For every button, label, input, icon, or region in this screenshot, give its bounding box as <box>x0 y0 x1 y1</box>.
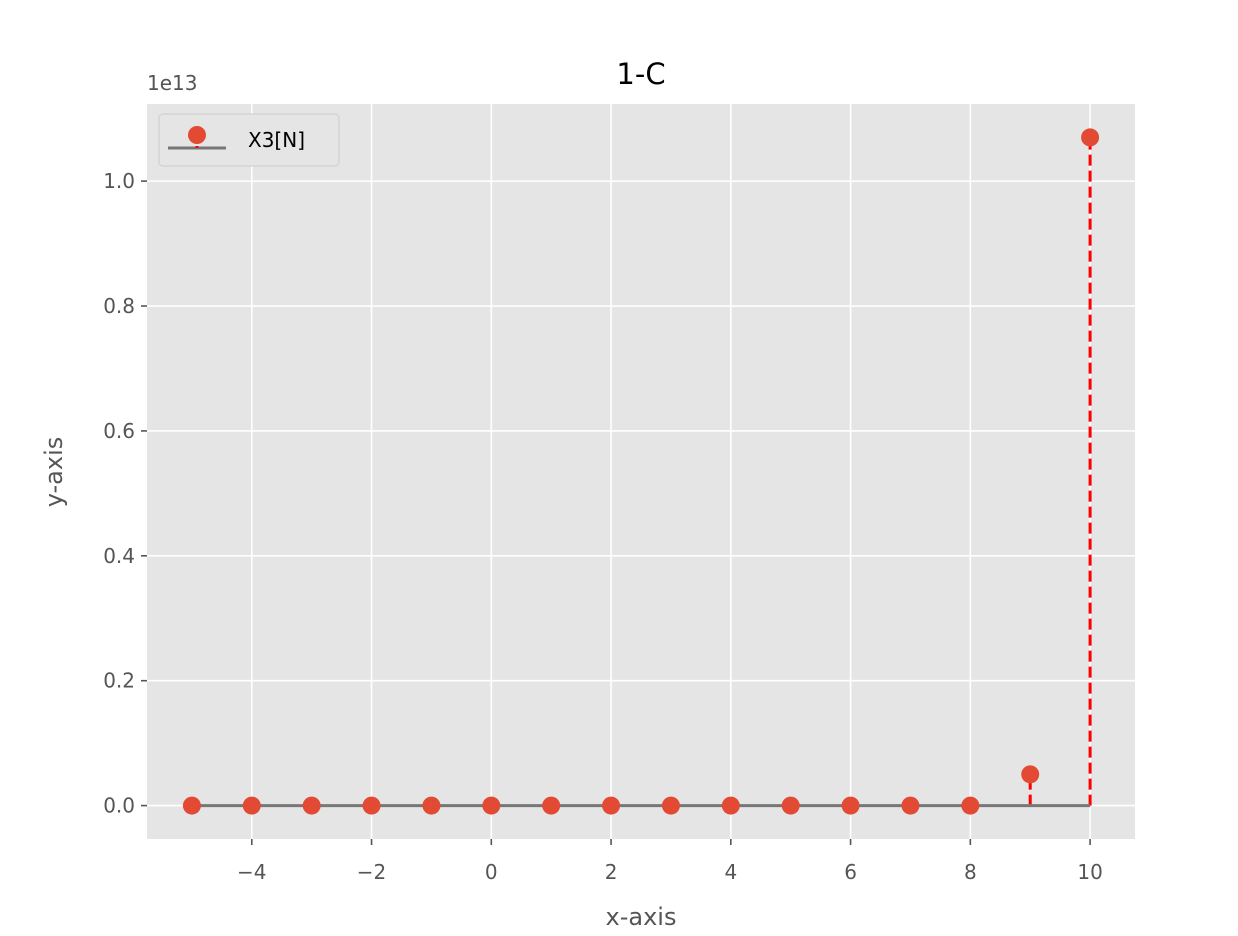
x-tick-label: −4 <box>237 860 266 884</box>
y-axis-ticks: 0.0 0.2 0.4 0.6 0.8 1.0 <box>103 169 147 818</box>
stem-marker <box>721 796 740 815</box>
y-tick-label: 1.0 <box>103 169 135 193</box>
stem-marker <box>482 796 501 815</box>
x-tick-label: 10 <box>1077 860 1102 884</box>
x-axis-ticks: −4 −2 0 2 4 6 8 10 <box>237 839 1103 884</box>
stem-marker <box>422 796 441 815</box>
legend: X3[N] <box>158 113 340 167</box>
stem-marker <box>1081 128 1100 147</box>
stem-marker <box>961 796 980 815</box>
y-tick-label: 0.4 <box>103 544 135 568</box>
stem-markers <box>182 128 1100 815</box>
x-tick-label: 4 <box>724 860 737 884</box>
x-tick-label: 8 <box>964 860 977 884</box>
stem-marker <box>661 796 680 815</box>
y-axis-title: y-axis <box>40 437 68 508</box>
stem-marker <box>781 796 800 815</box>
x-tick-label: 0 <box>485 860 498 884</box>
chart-title: 1-C <box>616 57 665 91</box>
x-tick-label: −2 <box>357 860 386 884</box>
x-tick-label: 6 <box>844 860 857 884</box>
stem-marker <box>841 796 860 815</box>
grid-lines <box>147 104 1135 839</box>
y-tick-label: 0.2 <box>103 669 135 693</box>
stem-marker <box>182 796 201 815</box>
stem-marker <box>602 796 621 815</box>
x-tick-label: 2 <box>605 860 618 884</box>
plot-background <box>147 104 1135 839</box>
legend-box <box>158 113 340 167</box>
legend-label: X3[N] <box>248 128 305 152</box>
stem-marker <box>362 796 381 815</box>
stem-marker <box>302 796 321 815</box>
y-tick-label: 0.6 <box>103 419 135 443</box>
y-tick-label: 0.0 <box>103 794 135 818</box>
x-axis-title: x-axis <box>606 903 677 931</box>
y-tick-label: 0.8 <box>103 294 135 318</box>
stem-marker <box>542 796 561 815</box>
y-offset-label: 1e13 <box>147 71 197 95</box>
stem-marker <box>1021 765 1040 784</box>
stem-marker <box>242 796 261 815</box>
legend-marker-swatch <box>188 126 206 144</box>
stem-marker <box>901 796 920 815</box>
